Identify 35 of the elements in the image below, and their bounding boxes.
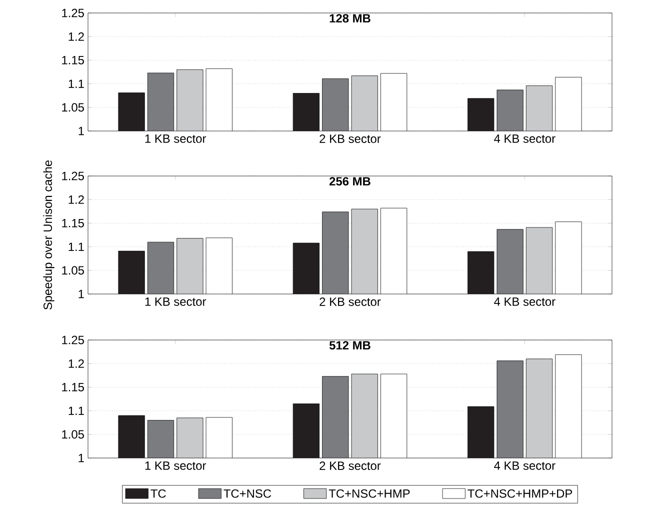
- y-tick-label: 1: [78, 454, 84, 462]
- y-tick-label: 1.1: [68, 406, 84, 415]
- x-tick-label: 2 KB sector: [320, 134, 381, 143]
- legend-label: TC+NSC+HMP: [328, 489, 410, 498]
- y-tick-label: 1.05: [62, 430, 84, 439]
- y-tick-label: 1.2: [68, 32, 84, 41]
- y-axis-title: Speedup over Unison cache: [43, 160, 54, 310]
- x-tick-label: 4 KB sector: [494, 462, 556, 470]
- x-tick-label: 2 KB sector: [320, 462, 381, 470]
- legend-label: TC: [150, 489, 166, 498]
- x-tick-label: 1 KB sector: [145, 462, 206, 470]
- y-tick-label: 1.2: [68, 195, 84, 204]
- chart-title: 512 MB: [329, 341, 370, 350]
- y-tick-label: 1.25: [62, 336, 84, 344]
- y-tick-label: 1.2: [68, 359, 84, 368]
- y-tick-label: 1.15: [62, 219, 84, 228]
- y-tick-label: 1.1: [68, 242, 84, 251]
- chart-title: 128 MB: [330, 14, 370, 23]
- y-tick-label: 1: [78, 290, 84, 298]
- x-tick-label: 4 KB sector: [494, 134, 556, 143]
- x-tick-label: 4 KB sector: [494, 298, 556, 306]
- x-tick-label: 1 KB sector: [145, 134, 206, 143]
- x-tick-label: 1 KB sector: [145, 298, 206, 306]
- y-tick-label: 1.05: [62, 266, 84, 275]
- legend-label: TC+NSC: [224, 489, 272, 498]
- y-tick-label: 1.15: [62, 56, 84, 64]
- y-tick-label: 1.15: [62, 383, 84, 392]
- text: TC+NSC+HMP+DP: [468, 489, 572, 498]
- y-tick-label: 1.25: [62, 8, 84, 18]
- x-tick-label: 2 KB sector: [320, 298, 381, 306]
- y-tick-label: 1.1: [68, 80, 84, 88]
- y-tick-label: 1.25: [62, 172, 84, 180]
- y-tick-label: 1: [78, 126, 84, 136]
- y-tick-label: 1.05: [62, 103, 84, 112]
- chart-title: 256 MB: [329, 177, 370, 186]
